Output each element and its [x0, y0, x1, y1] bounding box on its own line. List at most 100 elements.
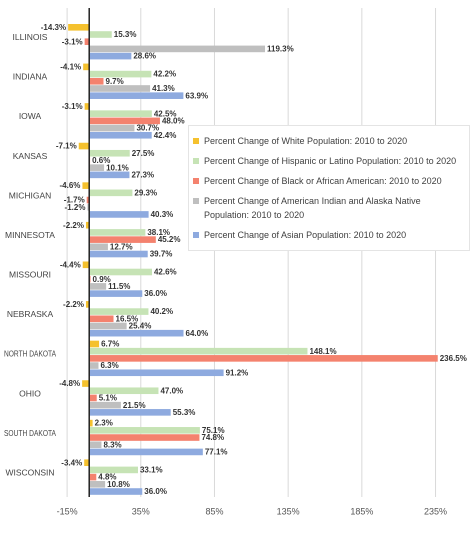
data-label: 42.5% — [154, 109, 177, 118]
bar — [89, 427, 200, 434]
legend-item: Percent Change of Hispanic or Latino Pop… — [193, 154, 465, 168]
category-label: ILLINOIS — [13, 32, 48, 42]
data-label: 25.4% — [129, 322, 152, 331]
bar — [78, 142, 90, 150]
legend-swatch — [193, 178, 199, 184]
bar — [89, 31, 112, 38]
bar — [89, 347, 308, 355]
data-label: -3.1% — [62, 37, 83, 46]
bar — [89, 488, 143, 495]
legend-item: Percent Change of White Population: 2010… — [193, 134, 465, 148]
bar — [89, 322, 127, 330]
bar — [83, 63, 90, 71]
bar — [89, 131, 152, 139]
data-label: 5.1% — [99, 394, 117, 403]
bar — [89, 369, 224, 377]
bar — [89, 283, 107, 290]
bar — [89, 171, 130, 179]
bar — [84, 459, 90, 467]
category-label: OHIO — [19, 388, 41, 398]
bar — [89, 434, 200, 441]
bar — [89, 315, 114, 323]
data-label: -2.2% — [63, 221, 84, 230]
data-label: 40.2% — [150, 307, 173, 316]
legend-swatch — [193, 138, 199, 144]
data-label: 91.2% — [226, 368, 249, 377]
bar — [89, 124, 135, 132]
data-label: 63.9% — [185, 91, 208, 100]
bar — [89, 110, 152, 117]
data-label: 28.6% — [133, 52, 156, 61]
data-label: 77.1% — [205, 448, 228, 457]
data-label: 12.7% — [110, 242, 133, 251]
bar — [89, 466, 138, 474]
data-label: 45.2% — [158, 235, 181, 244]
legend-swatch — [193, 232, 199, 238]
bar — [89, 149, 130, 157]
bar — [89, 308, 149, 315]
bar — [85, 221, 90, 229]
category-label: WISCONSIN — [5, 467, 54, 477]
data-label: 4.8% — [98, 473, 116, 482]
bar — [84, 103, 90, 110]
data-label: 55.3% — [173, 408, 196, 417]
data-label: 75.1% — [202, 426, 225, 435]
bar — [89, 394, 97, 402]
legend-item: Percent Change of American Indian and Al… — [193, 194, 465, 222]
x-tick-label: 185% — [350, 506, 373, 516]
bar — [89, 164, 105, 171]
data-label: 0.9% — [93, 275, 111, 284]
data-label: 38.1% — [147, 228, 170, 237]
bar — [89, 229, 146, 236]
bar — [86, 196, 90, 204]
legend: Percent Change of White Population: 2010… — [188, 125, 470, 251]
bar — [89, 77, 104, 85]
bar — [82, 182, 90, 189]
data-label: 6.7% — [101, 340, 119, 349]
category-label: NORTH DAKOTA — [4, 349, 56, 359]
category-label: IOWA — [19, 111, 42, 121]
x-tick-label: 235% — [424, 506, 447, 516]
data-label: 33.1% — [140, 466, 163, 475]
bar — [85, 301, 90, 308]
data-label: -1.7% — [64, 196, 85, 205]
data-label: 74.8% — [201, 433, 224, 442]
legend-swatch — [193, 158, 199, 164]
data-label: 29.3% — [134, 188, 157, 197]
bar — [89, 290, 143, 297]
data-label: 39.7% — [150, 250, 173, 259]
data-label: 47.0% — [160, 386, 183, 395]
data-label: 27.3% — [131, 170, 154, 179]
bar — [89, 329, 184, 337]
category-label: MINNESOTA — [5, 230, 55, 240]
category-label: INDIANA — [13, 72, 48, 82]
data-label: 42.2% — [153, 70, 176, 79]
bar — [89, 355, 438, 362]
data-label: 48.0% — [162, 116, 185, 125]
data-label: 36.0% — [144, 487, 167, 496]
bar — [89, 189, 133, 197]
data-label: 2.3% — [95, 419, 113, 428]
data-label: 64.0% — [186, 329, 209, 338]
legend-item: Percent Change of Asian Population: 2010… — [193, 228, 465, 242]
legend-label: Percent Change of American Indian and Al… — [204, 196, 421, 220]
x-tick-label: 135% — [277, 506, 300, 516]
bar — [89, 448, 203, 456]
data-label: 10.8% — [107, 480, 130, 489]
data-label: 42.6% — [154, 268, 177, 277]
data-label: 148.1% — [309, 347, 336, 356]
x-tick-label: -15% — [57, 506, 78, 516]
bar — [87, 203, 90, 211]
data-label: 10.1% — [106, 163, 129, 172]
data-label: 119.3% — [267, 45, 294, 54]
data-label: 15.3% — [114, 30, 137, 39]
bar — [82, 261, 90, 269]
legend-label: Percent Change of Black or African Ameri… — [204, 176, 442, 186]
bar — [84, 38, 90, 45]
data-label: 27.5% — [132, 149, 155, 158]
data-label: -2.2% — [63, 300, 84, 309]
data-label: -3.4% — [61, 458, 82, 467]
data-label: 36.0% — [144, 289, 167, 298]
